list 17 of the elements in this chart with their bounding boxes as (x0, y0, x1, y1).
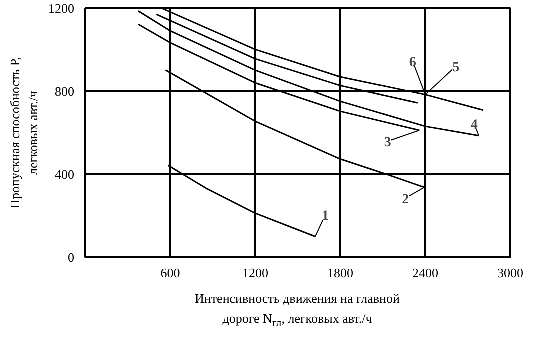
x-tick-label: 600 (160, 266, 180, 280)
x-tick-label: 1200 (242, 266, 268, 280)
x-tick-label: 3000 (498, 266, 524, 280)
y-tick-label: 400 (55, 167, 74, 182)
x-tick-label: 2400 (412, 266, 438, 280)
annotation: 4 (470, 118, 478, 133)
y-axis-title: Пропускная способность P, легковых авт./ч (8, 57, 40, 209)
annotation: 1 (322, 209, 329, 224)
y-tick-label: 1200 (48, 1, 74, 16)
x-tick-label: 1800 (328, 266, 354, 280)
y-tick-label: 800 (55, 84, 74, 99)
y-tick-label: 0 (68, 250, 74, 265)
annotation: 2 (402, 192, 410, 208)
annotation: 3 (384, 136, 392, 151)
x-axis-title: Интенсивность движения на главной дороге N$_{гл}$, легковых авт./ч (195, 290, 400, 332)
annotation: 6 (409, 55, 416, 70)
annotation: 5 (452, 60, 460, 76)
